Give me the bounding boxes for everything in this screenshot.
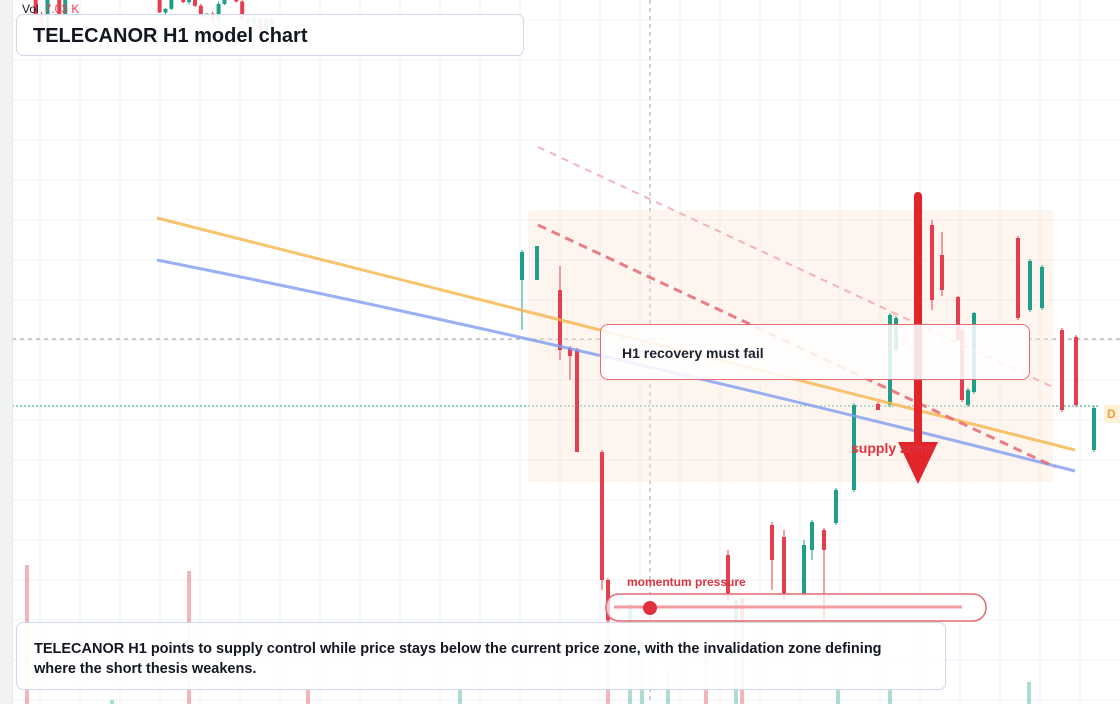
candle-body [1028, 261, 1032, 310]
left-scale-strip [0, 0, 13, 704]
volume-label: Vol [22, 2, 39, 16]
candle-body [834, 490, 838, 523]
candle-body [822, 530, 826, 550]
candle-body [1092, 408, 1096, 450]
candle-body [1016, 238, 1020, 318]
summary-text: TELECANOR H1 points to supply control wh… [34, 641, 882, 677]
candle-body [1040, 267, 1044, 308]
candle-body [930, 225, 934, 300]
volume-bar [458, 690, 462, 704]
volume-bar [836, 690, 840, 704]
candle-body [1074, 337, 1078, 405]
candle-body [187, 0, 192, 3]
volume-bar [306, 690, 310, 704]
volume-bar [1027, 682, 1031, 704]
candle-body [876, 404, 880, 410]
candle-body [240, 1, 245, 20]
candle-body [810, 522, 814, 550]
volume-bar [888, 690, 892, 704]
candle-body [163, 8, 168, 13]
callout-box: H1 recovery must fail [600, 324, 1030, 380]
volume-legend: Vol 7.03 K [22, 2, 79, 16]
momentum-knob [643, 601, 657, 615]
candle-body [222, 0, 227, 4]
candle-body [568, 348, 572, 356]
candle-body [234, 0, 239, 2]
candle-body [535, 246, 539, 280]
candle-body [193, 0, 197, 6]
candle-body [157, 0, 162, 13]
chart-title: TELECANOR H1 model chart [33, 25, 308, 47]
candle-body [216, 3, 221, 22]
candle-body [770, 525, 774, 560]
candle-body [169, 0, 174, 9]
candle-body [575, 350, 579, 452]
candle-body [802, 545, 806, 594]
candle-body [198, 5, 203, 17]
candle-body [956, 297, 960, 340]
trendline-blue [156, 258, 1076, 473]
callout-text: H1 recovery must fail [622, 345, 764, 361]
candle-body [520, 252, 524, 280]
momentum-label: momentum pressure [627, 575, 746, 589]
candle-body [940, 255, 944, 290]
volume-value: 7.03 K [44, 2, 80, 16]
supply-zone-label: supply zone [851, 440, 932, 456]
candle-body [63, 0, 68, 15]
title-panel: TELECANOR H1 model chart [16, 14, 524, 56]
summary-panel: TELECANOR H1 points to supply control wh… [16, 622, 946, 690]
candle-body [600, 452, 604, 580]
candle-body [782, 537, 786, 595]
volume-bar [110, 700, 114, 704]
projection-line-faint [537, 146, 1056, 389]
candle-body [181, 0, 186, 3]
candle-body [1060, 330, 1064, 410]
candle-body [57, 0, 62, 15]
candle-body [726, 555, 730, 594]
price-tag: D [1104, 405, 1120, 423]
bearish-arrow-head [898, 442, 938, 484]
candle-body [33, 0, 38, 15]
candle-body [966, 390, 970, 405]
candle-body [852, 405, 856, 490]
